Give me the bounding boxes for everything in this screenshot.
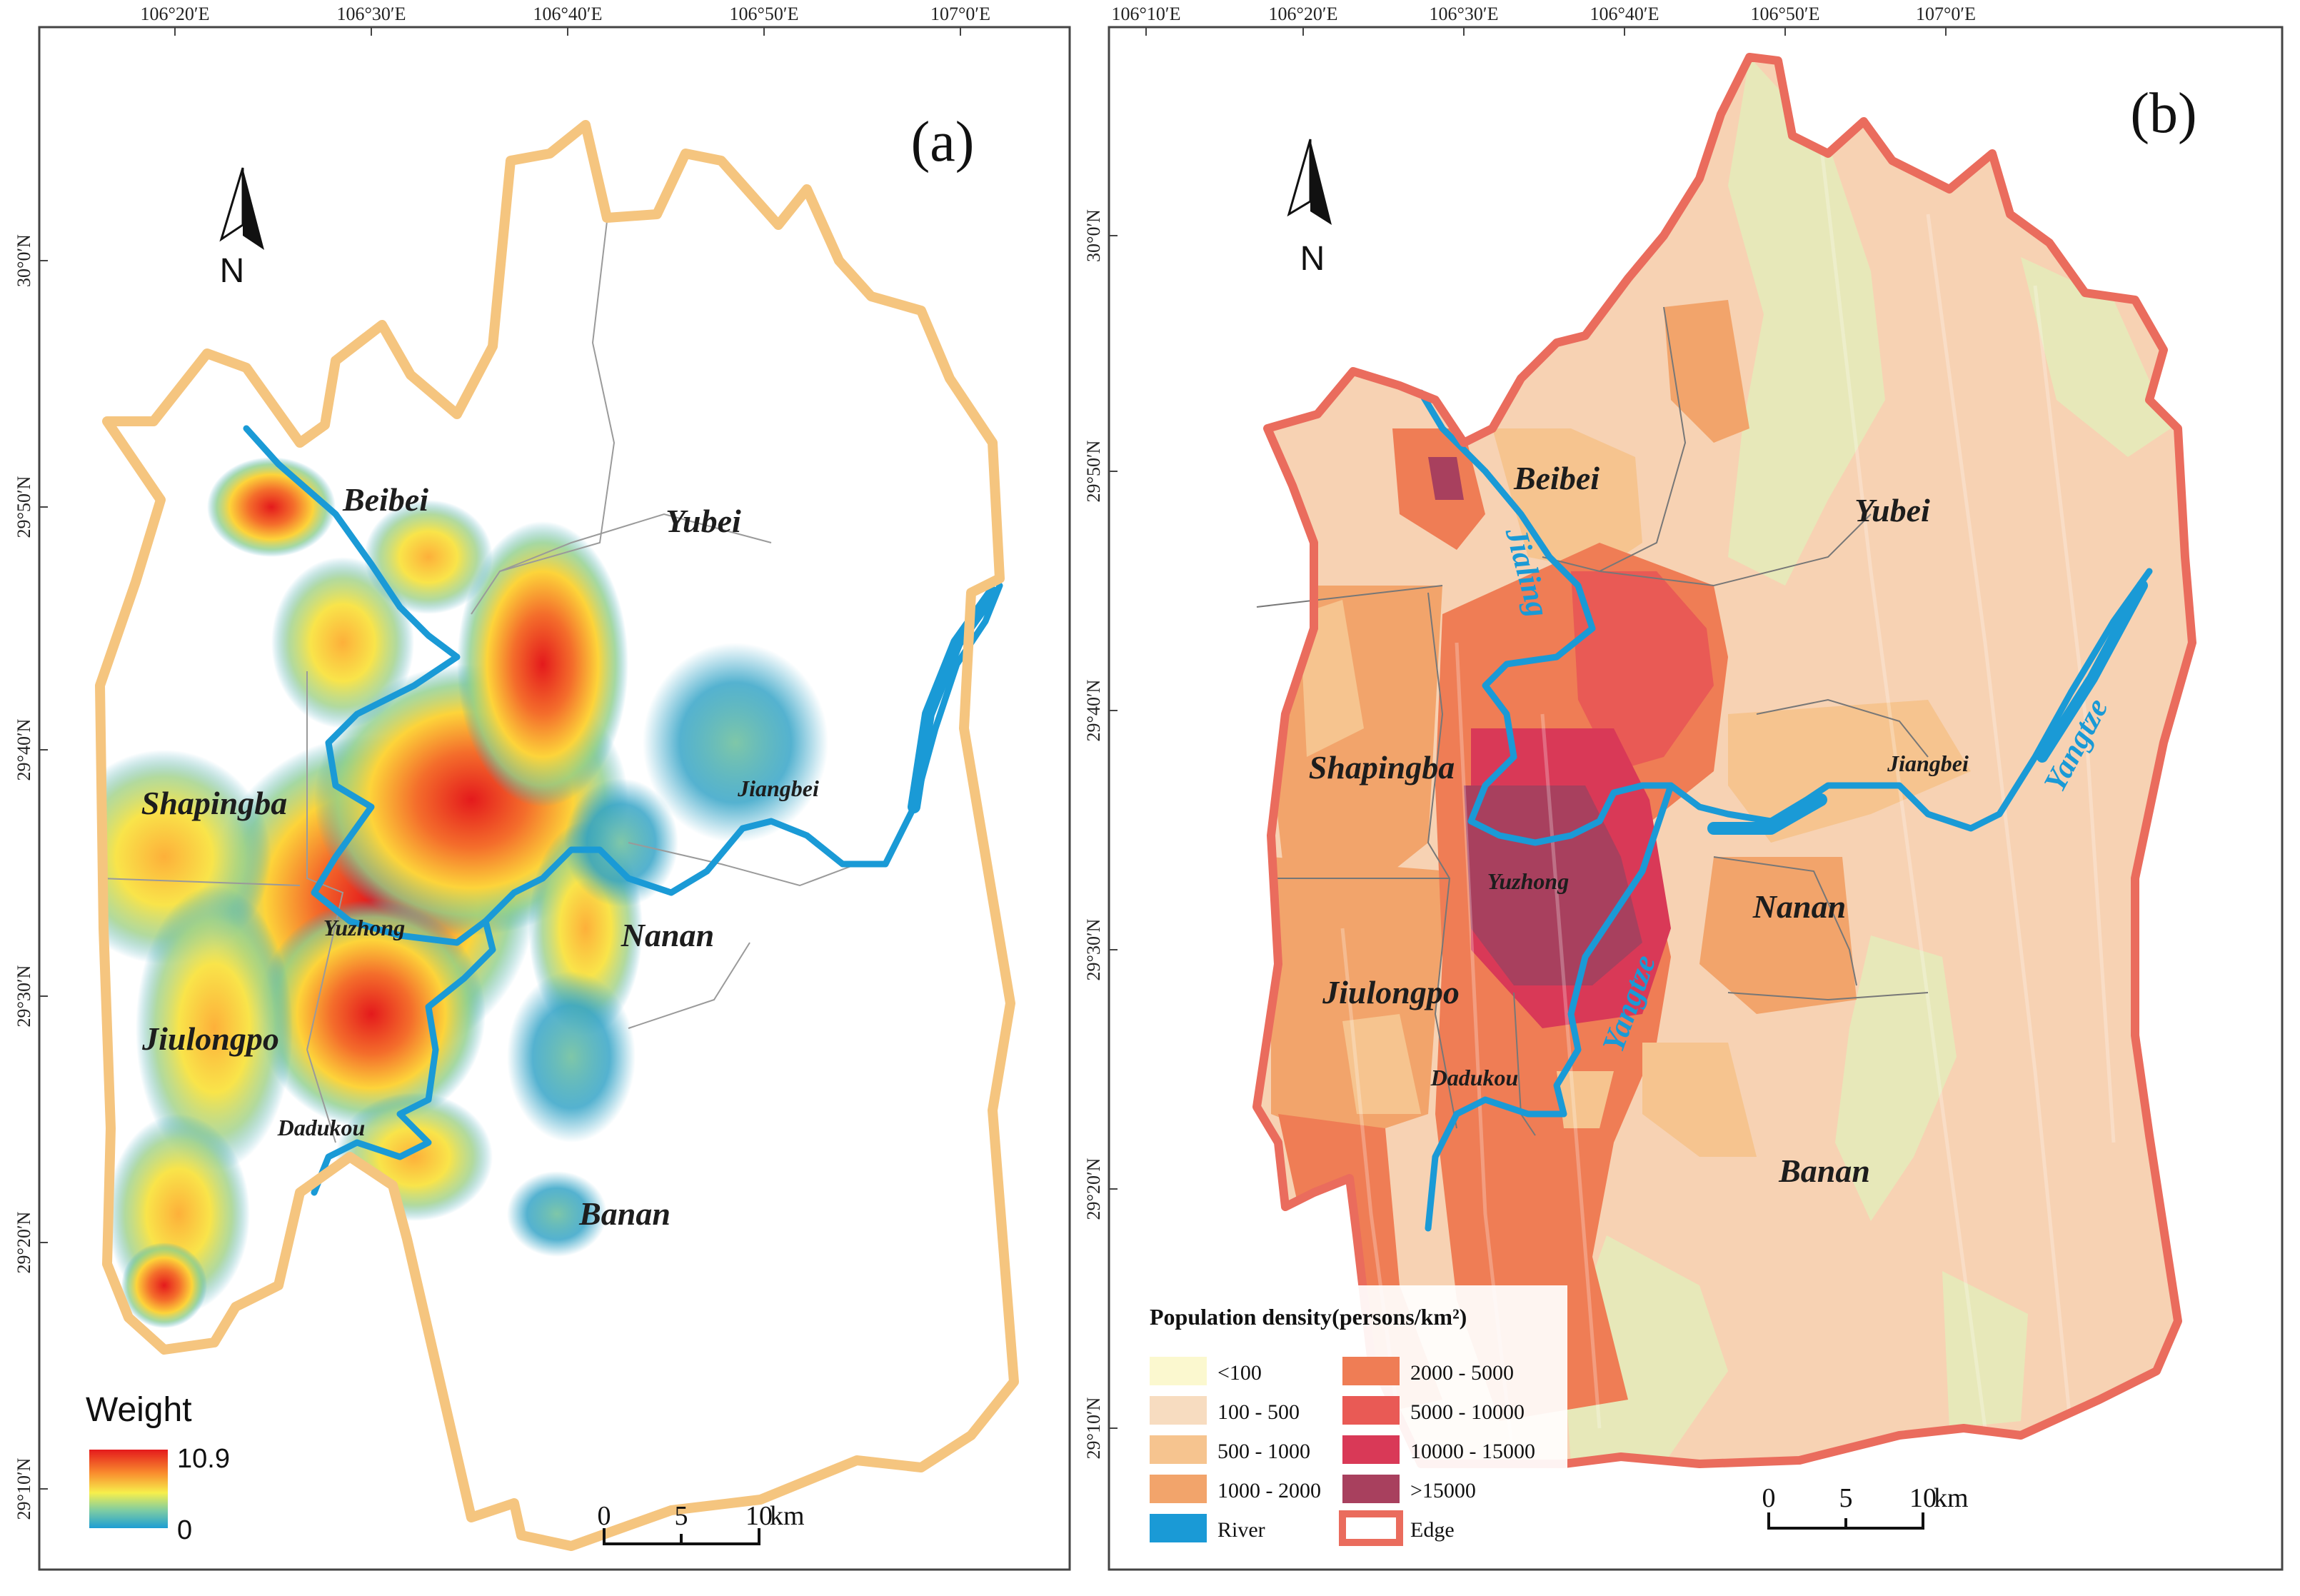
lon-tick-label: 106°20′E (141, 4, 210, 24)
district-label-nanan: Nanan (621, 917, 714, 953)
district-label-yubei: Yubei (1854, 492, 1930, 528)
lat-tick-label: 29°40′N (1083, 679, 1104, 741)
legend-swatch (1150, 1357, 1207, 1385)
lon-tick-label: 106°40′E (533, 4, 603, 24)
legend-swatch (1342, 1435, 1400, 1464)
scale-label: 10 (745, 1501, 773, 1531)
district-label-jiulongpo: Jiulongpo (141, 1020, 279, 1057)
scale-unit: km (770, 1501, 805, 1531)
lon-tick-label: 106°50′E (1751, 4, 1820, 24)
lat-tick-label: 29°30′N (14, 965, 34, 1027)
legend-class-label: 5000 - 10000 (1410, 1400, 1525, 1424)
scale-label: 10 (1909, 1483, 1937, 1513)
district-label-shapingba: Shapingba (1309, 749, 1455, 786)
legend-swatch (1150, 1475, 1207, 1503)
legend-swatch (1150, 1396, 1207, 1425)
district-label-yuzhong: Yuzhong (323, 915, 405, 940)
legend-class-label: 500 - 1000 (1217, 1440, 1310, 1463)
weight-legend-title: Weight (86, 1391, 192, 1429)
legend-class-label: 100 - 500 (1217, 1400, 1300, 1424)
lon-tick-label: 107°0′E (930, 4, 990, 24)
district-label-beibei: Beibei (1513, 460, 1600, 496)
lon-tick-label: 106°30′E (337, 4, 406, 24)
scale-label: 0 (1762, 1483, 1776, 1513)
lat-tick-label: 29°20′N (14, 1211, 34, 1273)
legend-swatch-river (1150, 1514, 1207, 1542)
lat-tick-label: 29°50′N (1083, 440, 1104, 502)
scale-label: 0 (598, 1501, 611, 1531)
district-label-jiulongpo: Jiulongpo (1322, 974, 1460, 1010)
scale-label: 5 (1839, 1483, 1853, 1513)
district-label-jiangbei: Jiangbei (1887, 751, 1969, 776)
legend-swatch (1342, 1475, 1400, 1503)
legend-swatch (1150, 1435, 1207, 1464)
legend-river-label: River (1217, 1518, 1265, 1542)
district-label-yubei: Yubei (666, 503, 741, 539)
legend-edge-label: Edge (1410, 1518, 1455, 1542)
lon-tick-label: 107°0′E (1916, 4, 1976, 24)
lon-tick-label: 106°50′E (730, 4, 799, 24)
weight-legend-min: 0 (177, 1515, 192, 1545)
lat-tick-label: 30°0′N (14, 234, 34, 287)
lat-tick-label: 29°10′N (14, 1457, 34, 1520)
scale-unit: km (1934, 1483, 1969, 1513)
lon-tick-label: 106°40′E (1590, 4, 1659, 24)
legend-class-label: 1000 - 2000 (1217, 1479, 1321, 1502)
district-label-jiangbei: Jiangbei (737, 776, 819, 801)
density-legend-title: Population density(persons/km²) (1150, 1304, 1467, 1330)
north-label: N (220, 252, 245, 290)
legend-class-label: 2000 - 5000 (1410, 1361, 1514, 1385)
lon-tick-label: 106°30′E (1430, 4, 1499, 24)
lon-tick-label: 106°20′E (1269, 4, 1338, 24)
north-label: N (1300, 240, 1325, 278)
weight-legend-max: 10.9 (177, 1444, 230, 1474)
district-label-yuzhong: Yuzhong (1487, 868, 1569, 894)
legend-swatch (1342, 1357, 1400, 1385)
legend-class-label: <100 (1217, 1361, 1262, 1385)
legend-class-label: 10000 - 15000 (1410, 1440, 1535, 1463)
lon-tick-label: 106°10′E (1112, 4, 1181, 24)
district-label-nanan: Nanan (1752, 888, 1846, 925)
legend-swatch-edge (1342, 1514, 1400, 1542)
weight-legend-ramp (89, 1450, 168, 1528)
lat-tick-label: 29°40′N (14, 718, 34, 781)
lat-tick-label: 29°50′N (14, 476, 34, 538)
district-label-dadukou: Dadukou (277, 1115, 366, 1140)
district-label-banan: Banan (1778, 1153, 1870, 1189)
lat-tick-label: 29°30′N (1083, 918, 1104, 980)
panel-b-label: (b) (2130, 82, 2196, 145)
density-legend: Population density(persons/km²) <100 100… (1139, 1285, 1567, 1557)
panel-a: 106°20′E 106°30′E 106°40′E 106°50′E 107°… (14, 4, 1070, 1570)
lat-tick-label: 30°0′N (1083, 209, 1104, 262)
district-label-shapingba: Shapingba (141, 785, 288, 821)
lat-tick-label: 29°20′N (1083, 1158, 1104, 1220)
panel-a-label: (a) (911, 111, 975, 174)
lat-tick-label: 29°10′N (1083, 1397, 1104, 1459)
scale-label: 5 (675, 1501, 688, 1531)
district-label-dadukou: Dadukou (1430, 1065, 1519, 1090)
legend-class-label: >15000 (1410, 1479, 1476, 1502)
legend-swatch (1342, 1396, 1400, 1425)
district-label-beibei: Beibei (342, 481, 428, 518)
district-label-banan: Banan (578, 1195, 671, 1232)
panel-b: 106°10′E 106°20′E 106°30′E 106°40′E 106°… (1083, 4, 2282, 1570)
